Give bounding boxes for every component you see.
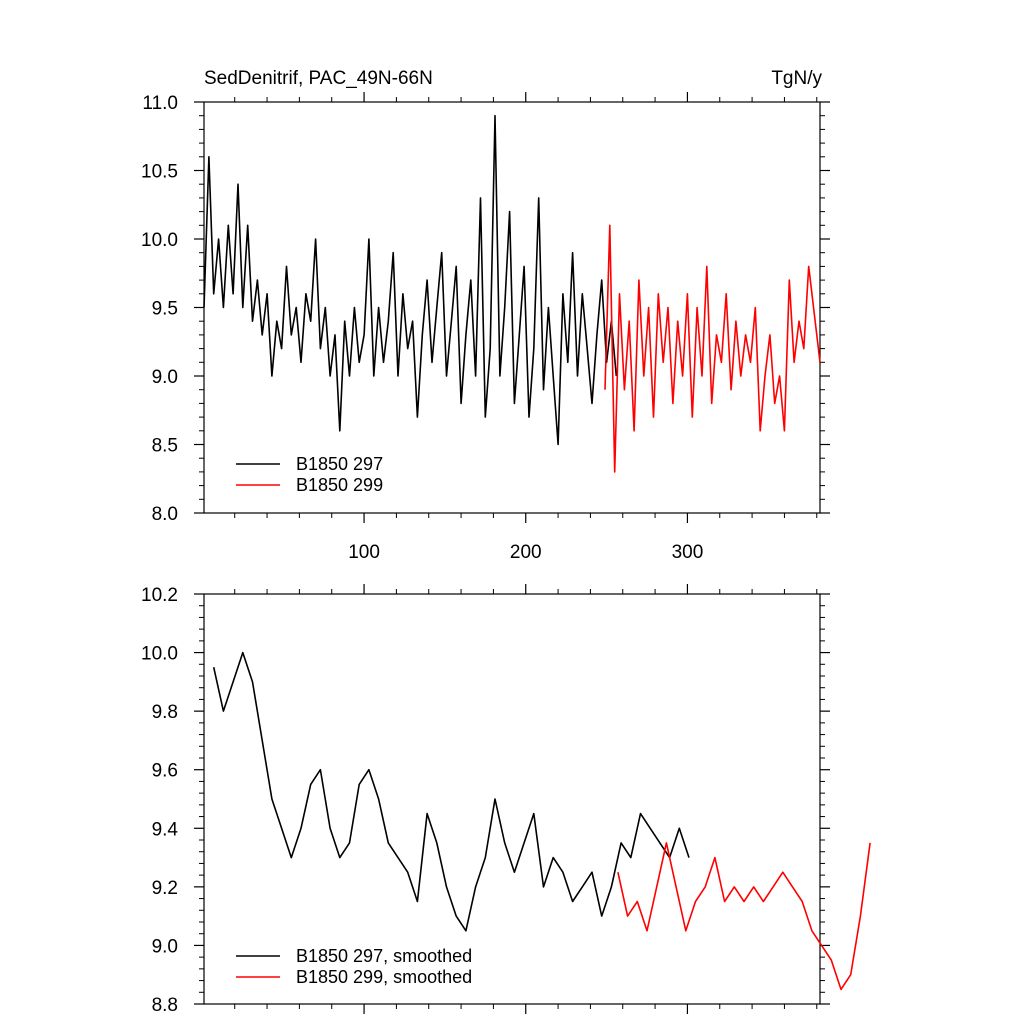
y-tick-label: 8.0 <box>152 504 178 525</box>
x-tick-label: 300 <box>672 542 704 563</box>
units-label: TgN/y <box>771 68 822 89</box>
top-panel: 8.0 8.5 9.0 9.5 10.0 10.5 11.0 100 200 300 B1850 2… <box>141 92 830 563</box>
y-tick-label: 9.0 <box>152 936 178 957</box>
y-tick-label: 9.6 <box>152 761 178 782</box>
series-line-297 <box>203 114 618 446</box>
legend-label: B1850 299 <box>296 475 383 495</box>
y-tick-label: 9.4 <box>152 819 179 840</box>
series-line-299 <box>604 224 821 473</box>
legend-label: B1850 299, smoothed <box>296 967 472 987</box>
y-tick-label: 8.8 <box>152 995 178 1016</box>
y-tick-label: 8.5 <box>152 436 178 457</box>
y-tick-label: 10.5 <box>141 162 178 183</box>
y-tick-label: 10.0 <box>141 230 178 251</box>
y-tick-label: 9.8 <box>152 702 178 723</box>
x-tick-label: 200 <box>510 542 542 563</box>
y-tick-label: 9.2 <box>152 878 178 899</box>
chart-title: SedDenitrif, PAC_49N-66N <box>204 68 433 89</box>
y-tick-label: 9.5 <box>152 299 178 320</box>
legend-label: B1850 297 <box>296 454 383 474</box>
y-tick-label: 10.0 <box>141 644 178 665</box>
bottom-panel: 8.8 9.0 9.2 9.4 9.6 9.8 10.0 10.2 B1850 297, smo… <box>141 584 871 1016</box>
x-tick-label: 100 <box>348 542 380 563</box>
y-tick-label: 11.0 <box>142 93 178 114</box>
y-tick-label: 9.0 <box>152 367 178 388</box>
plot-frame <box>203 593 821 1005</box>
series-line-297 <box>212 651 690 932</box>
legend-label: B1850 297, smoothed <box>296 946 472 966</box>
y-tick-label: 10.2 <box>141 585 178 606</box>
series-line-299 <box>617 842 871 991</box>
